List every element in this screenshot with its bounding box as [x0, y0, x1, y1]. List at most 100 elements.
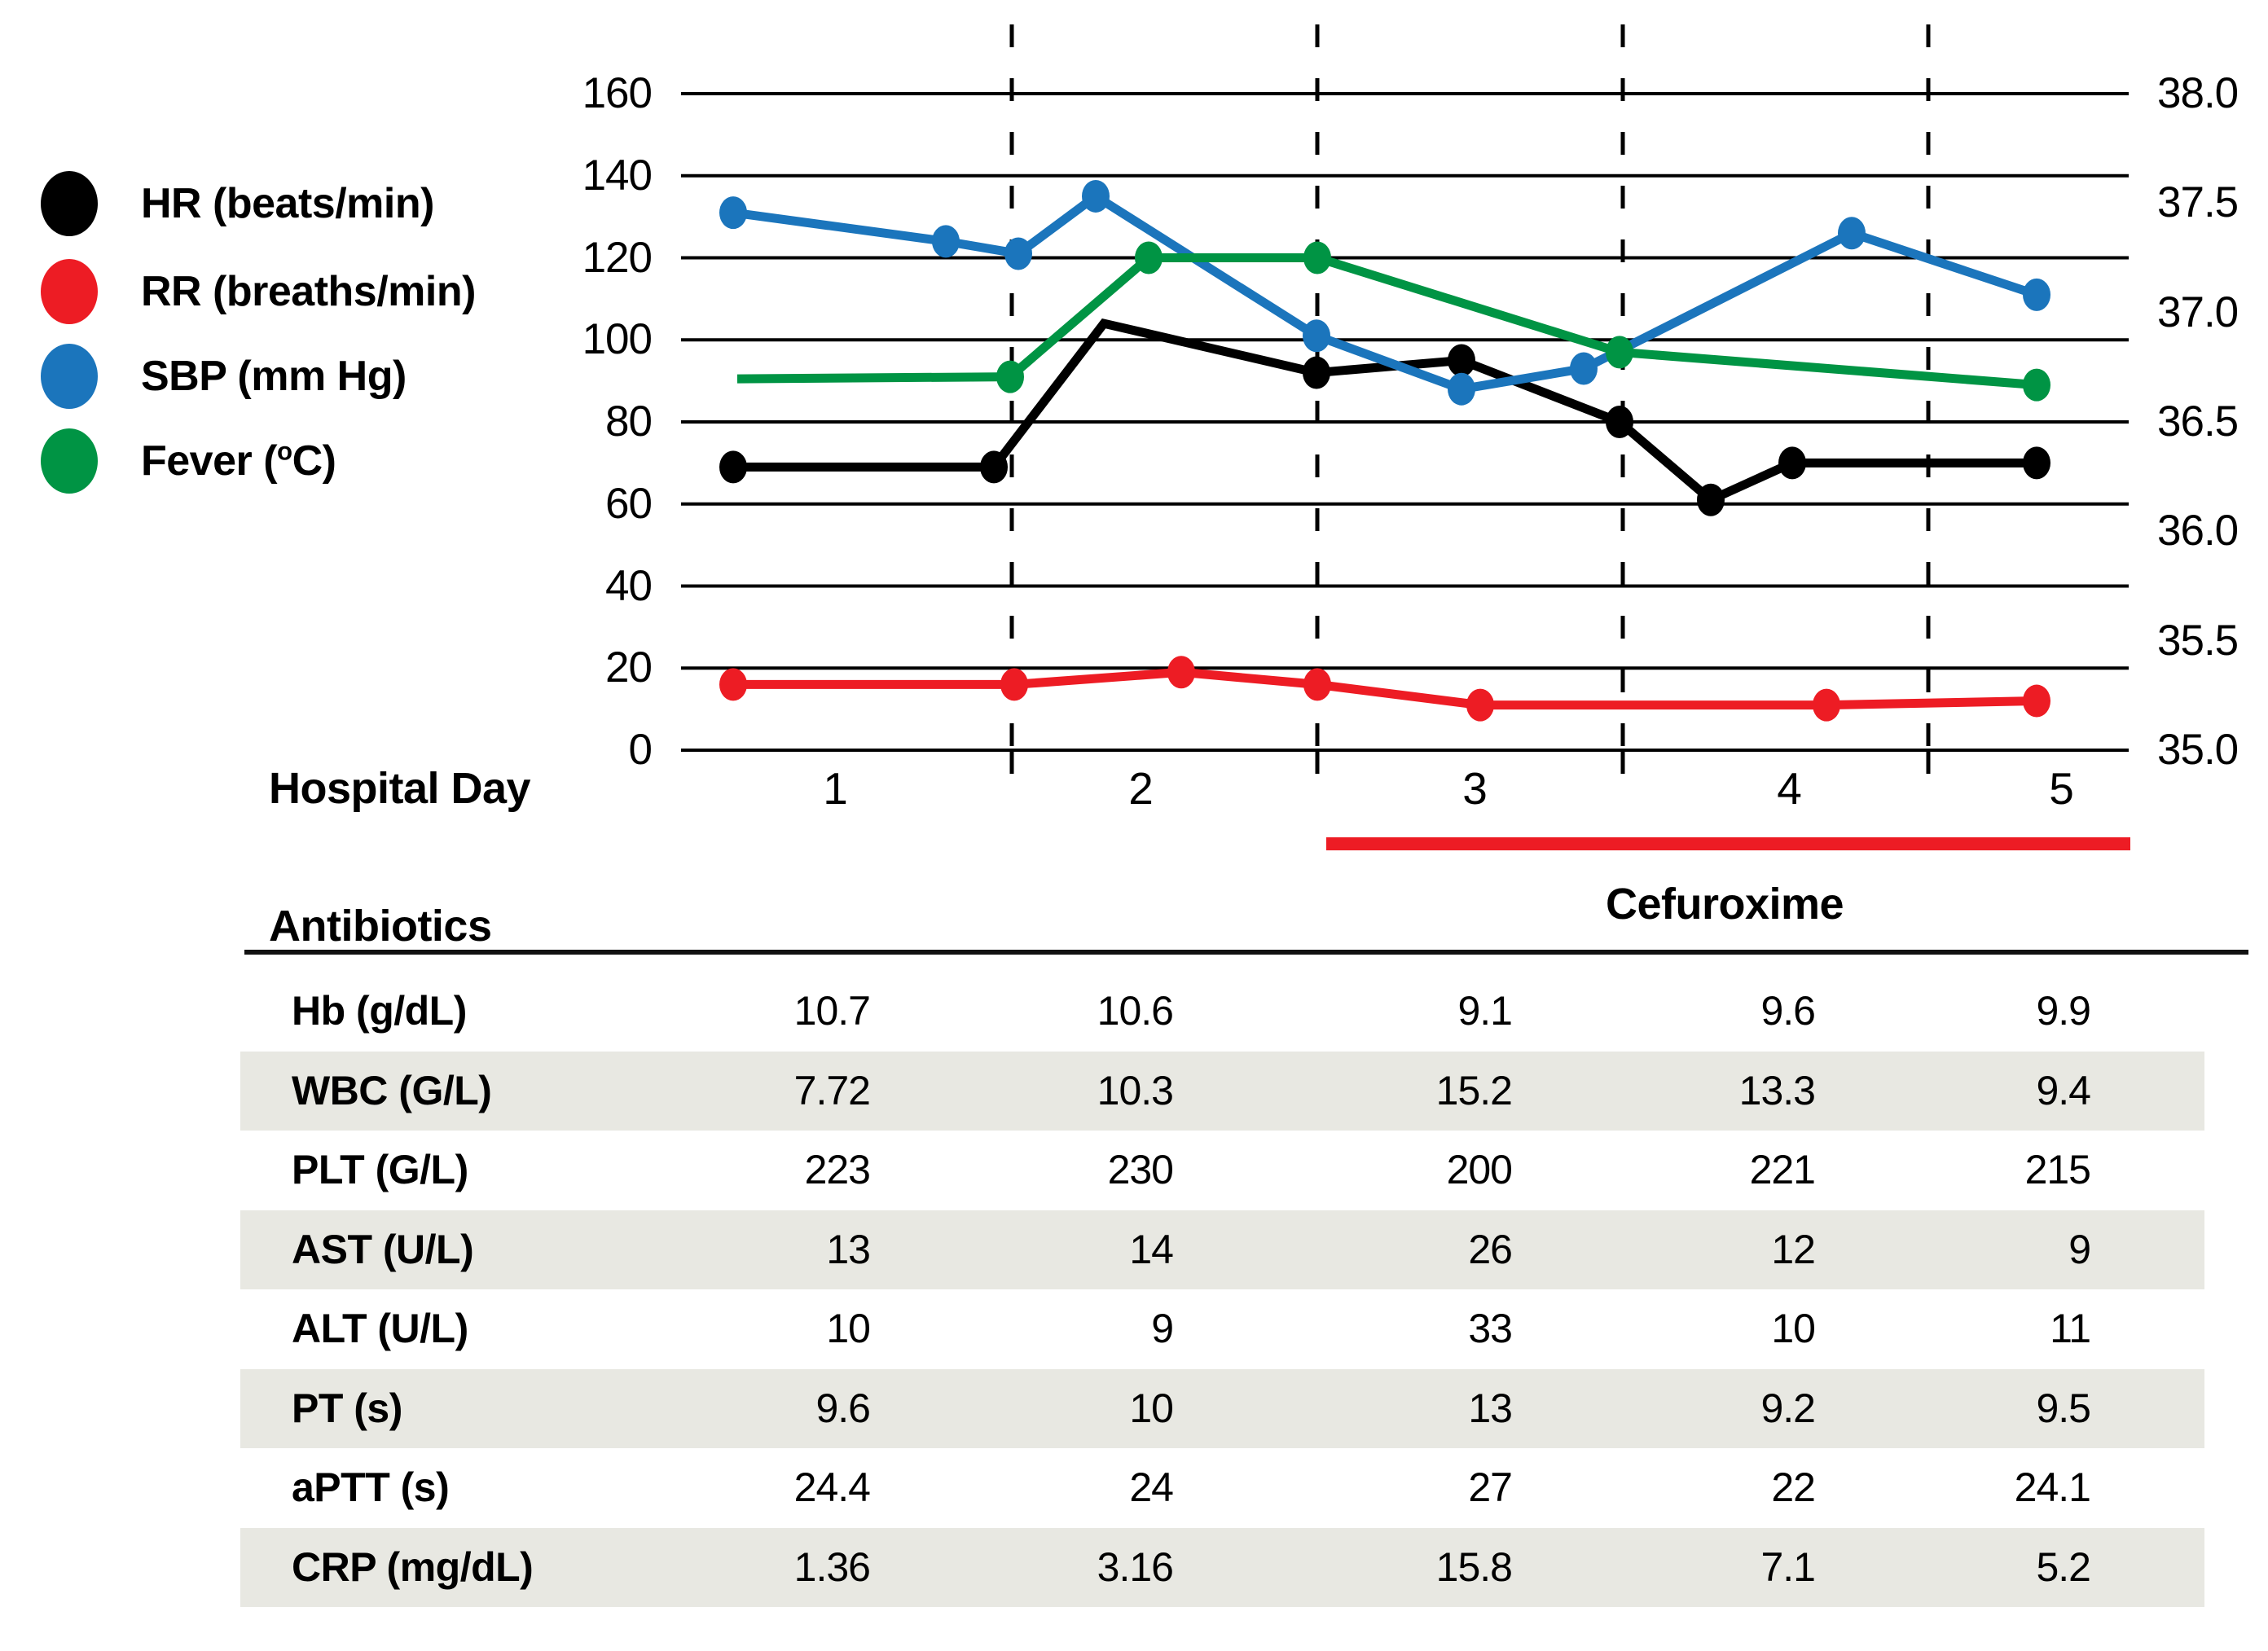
table-row: Hb (g/dL) 10.7 10.6 9.1 9.6 9.9 — [240, 972, 2204, 1052]
right-axis-tick-label: 37.0 — [2157, 288, 2239, 336]
cefuroxime-label: Cefuroxime — [1605, 880, 1844, 929]
row-label: AST (U/L) — [292, 1226, 474, 1272]
left-axis-tick-label: 120 — [582, 233, 653, 282]
lab-value-cell: 15.8 — [1435, 1543, 1513, 1590]
left-axis-tick-label: 40 — [605, 561, 653, 610]
lab-value-cell: 10 — [1129, 1385, 1174, 1431]
sbp-data-point — [2023, 278, 2050, 311]
lab-value-cell: 200 — [1446, 1147, 1513, 1192]
table-row: PT (s) 9.6 10 13 9.2 9.5 — [240, 1368, 2204, 1448]
lab-value-cell: 22 — [1771, 1464, 1816, 1510]
rr-data-point — [1466, 688, 1494, 722]
fever-data-point — [996, 360, 1024, 393]
hr-data-point — [1448, 344, 1475, 377]
sbp-data-point — [1570, 352, 1598, 385]
hr-legend-dot-icon — [41, 171, 98, 236]
sbp-data-point — [719, 196, 747, 230]
row-label: WBC (G/L) — [292, 1067, 492, 1113]
rr-data-point — [719, 668, 747, 701]
right-axis-tick-label: 36.5 — [2157, 397, 2239, 446]
table-row: ALT (U/L) 10 9 33 10 11 — [240, 1289, 2204, 1369]
lab-value-cell: 14 — [1129, 1226, 1174, 1272]
lab-value-cell: 7.1 — [1760, 1543, 1816, 1590]
lab-value-cell: 24.1 — [2014, 1464, 2091, 1510]
lab-value-cell: 13.3 — [1738, 1067, 1816, 1113]
rr-data-point — [1167, 656, 1195, 689]
rr-data-point — [1813, 688, 1840, 722]
right-axis-tick-label: 38.0 — [2157, 69, 2239, 117]
lab-value-cell: 9.9 — [2036, 988, 2091, 1034]
lab-value-cell: 27 — [1468, 1464, 1513, 1510]
rr-data-point — [2023, 684, 2050, 718]
lab-value-cell: 223 — [804, 1147, 871, 1192]
day-label: 1 — [823, 763, 848, 814]
lab-value-cell: 13 — [826, 1226, 871, 1272]
fever-data-point — [1606, 336, 1633, 369]
fever-data-point — [2023, 368, 2050, 402]
day-label: 3 — [1462, 763, 1488, 814]
lab-value-cell: 10 — [826, 1306, 871, 1351]
left-axis-tick-label: 0 — [628, 726, 653, 774]
right-axis-tick-label: 37.5 — [2157, 178, 2239, 227]
hr-data-point — [719, 450, 747, 484]
lab-value-cell: 9.1 — [1457, 988, 1513, 1034]
row-label: ALT (U/L) — [292, 1306, 468, 1351]
lab-value-cell: 13 — [1468, 1385, 1513, 1431]
legend-item-hr: HR (beats/min) — [0, 171, 733, 236]
sbp-data-point — [932, 225, 960, 258]
rr-line — [733, 667, 2037, 710]
rr-legend-dot-icon — [41, 259, 98, 324]
hr-data-point — [2023, 446, 2050, 480]
day-label: 2 — [1128, 763, 1154, 814]
lab-value-cell: 10 — [1771, 1306, 1816, 1351]
legend-label: SBP (mm Hg) — [141, 353, 407, 400]
sbp-data-point — [1303, 319, 1330, 353]
table-top-rule — [244, 950, 2248, 955]
lab-value-cell: 10.6 — [1097, 988, 1174, 1034]
lab-value-cell: 12 — [1771, 1226, 1816, 1272]
lab-value-cell: 10.3 — [1097, 1067, 1174, 1113]
lab-value-cell: 24 — [1129, 1464, 1174, 1510]
right-axis-tick-label: 35.5 — [2157, 616, 2239, 665]
legend-item-rr: RR (breaths/min) — [0, 259, 733, 324]
lab-value-cell: 26 — [1468, 1226, 1513, 1272]
lab-value-cell: 7.72 — [793, 1067, 871, 1113]
left-axis-tick-label: 80 — [605, 397, 653, 446]
legend-item-sbp: SBP (mm Hg) — [0, 344, 733, 409]
lab-value-cell: 1.36 — [793, 1543, 871, 1590]
table-row: WBC (G/L) 7.72 10.3 15.2 13.3 9.4 — [240, 1051, 2204, 1131]
hr-data-point — [1778, 446, 1806, 480]
lab-value-cell: 33 — [1468, 1306, 1513, 1351]
lab-value-cell: 9.4 — [2036, 1067, 2091, 1113]
lab-value-cell: 9 — [1151, 1306, 1174, 1351]
table-row: CRP (mg/dL) 1.36 3.16 15.8 7.1 5.2 — [240, 1527, 2204, 1607]
lab-value-cell: 3.16 — [1097, 1543, 1174, 1590]
row-label: PLT (G/L) — [292, 1147, 468, 1192]
day-label: 4 — [1777, 763, 1802, 814]
row-label: CRP (mg/dL) — [292, 1543, 534, 1590]
left-axis-tick-label: 100 — [582, 315, 653, 364]
hr-data-point — [1697, 483, 1725, 516]
lab-value-cell: 24.4 — [793, 1464, 871, 1510]
legend-item-fever: Fever (oC) — [0, 428, 733, 494]
rr-data-point — [1000, 668, 1028, 701]
table-row: AST (U/L) 13 14 26 12 9 — [240, 1210, 2204, 1289]
cefuroxime-bar — [1326, 837, 2130, 850]
left-axis-tick-label: 20 — [605, 643, 653, 692]
fever-data-point — [1303, 241, 1331, 274]
row-label: PT (s) — [292, 1385, 402, 1431]
rr-data-point — [1303, 668, 1331, 701]
lab-value-cell: 5.2 — [2036, 1543, 2091, 1590]
hospital-day-label: Hospital Day — [269, 764, 531, 813]
right-axis-tick-label: 35.0 — [2157, 726, 2239, 774]
lab-value-cell: 9.2 — [1760, 1385, 1816, 1431]
sbp-data-point — [1004, 237, 1032, 270]
sbp-data-point — [1082, 179, 1110, 213]
table-row: aPTT (s) 24.4 24 27 22 24.1 — [240, 1448, 2204, 1528]
lab-value-cell: 215 — [2024, 1147, 2091, 1192]
legend-label: RR (breaths/min) — [141, 268, 476, 315]
sbp-data-point — [1838, 217, 1866, 250]
lab-value-cell: 9.6 — [815, 1385, 871, 1431]
